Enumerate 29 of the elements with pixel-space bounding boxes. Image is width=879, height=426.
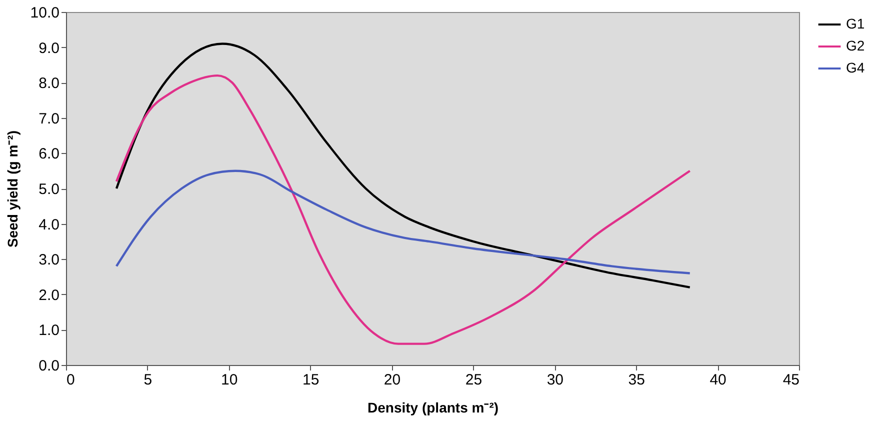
x-tick-label: 30 <box>546 372 564 388</box>
x-tick-label: 5 <box>144 372 152 388</box>
x-tick-label: 35 <box>628 372 645 388</box>
y-tick-label: 1.0 <box>38 322 60 340</box>
y-tick-label: 10.0 <box>30 4 60 22</box>
x-tick-label: 45 <box>782 372 800 388</box>
y-tick-label: 7.0 <box>38 110 60 128</box>
y-tick-label: 8.0 <box>38 75 60 92</box>
x-tick-label: 20 <box>384 372 401 388</box>
y-tick-label: 4.0 <box>38 216 60 234</box>
y-tick-label: 9.0 <box>38 40 60 57</box>
y-tick-label: 2.0 <box>38 286 60 304</box>
y-tick-label: 5.0 <box>38 181 60 198</box>
legend-label: G4 <box>846 60 865 76</box>
x-tick-label: 0 <box>66 372 75 388</box>
x-tick-label: 10 <box>221 372 238 388</box>
x-tick-label: 25 <box>465 372 482 388</box>
y-tick-label: 6.0 <box>38 146 60 163</box>
y-tick-label: 3.0 <box>38 252 60 269</box>
y-axis-title: Seed yield (g m⁻²) <box>4 130 20 248</box>
legend-label: G2 <box>846 38 865 54</box>
line-series <box>115 170 691 274</box>
line-series <box>115 42 691 288</box>
legend-label: G1 <box>846 16 865 32</box>
y-tick-label: 0.0 <box>38 358 60 374</box>
x-tick-label: 15 <box>302 372 320 388</box>
x-axis-title: Density (plants m⁻²) <box>367 400 499 416</box>
line-series <box>115 74 691 345</box>
x-tick-label: 40 <box>710 372 726 388</box>
